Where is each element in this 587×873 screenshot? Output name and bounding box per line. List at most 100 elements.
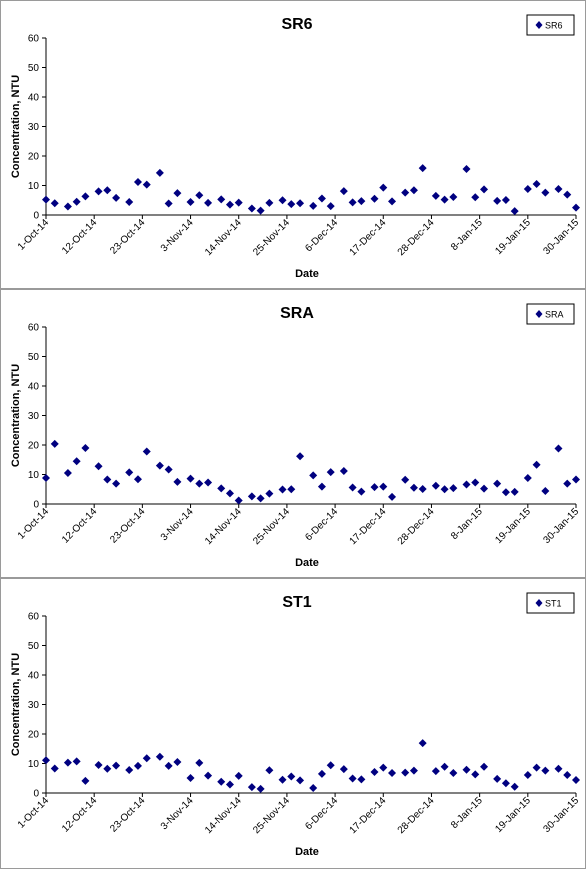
data-point <box>493 479 502 488</box>
data-point <box>541 766 550 775</box>
data-point <box>501 195 510 204</box>
x-tick-label: 30-Jan-15 <box>542 795 582 835</box>
data-point <box>265 198 274 207</box>
data-point <box>309 471 318 480</box>
data-point <box>50 439 59 448</box>
x-tick-label: 25-Nov-14 <box>251 506 292 547</box>
y-tick-label: 40 <box>28 671 40 682</box>
chart-sra: SRA 0 10 20 30 40 50 60 Concentration, NTU 1-Oct-… <box>10 303 582 569</box>
data-point <box>72 197 81 206</box>
y-tick-label: 10 <box>28 181 40 192</box>
data-point <box>326 468 335 477</box>
data-point <box>265 489 274 498</box>
data-point <box>63 758 72 767</box>
y-tick-label: 0 <box>33 211 39 222</box>
x-tick-label: 8-Jan-15 <box>449 506 485 542</box>
data-point <box>572 776 580 785</box>
data-point <box>186 773 195 782</box>
data-point <box>480 484 489 493</box>
data-point <box>42 195 50 204</box>
data-point <box>133 475 142 484</box>
data-point <box>357 775 366 784</box>
data-point <box>50 764 59 773</box>
chart-panel-sr6: SR6 0 10 20 30 40 50 60 Concentration, NTU 1-Oct-… <box>0 0 586 289</box>
x-tick-label: 25-Nov-14 <box>251 795 292 836</box>
data-point <box>247 204 256 213</box>
data-point <box>204 478 213 487</box>
data-point <box>357 197 366 206</box>
data-point <box>278 775 287 784</box>
data-point <box>388 197 397 206</box>
data-point <box>510 207 519 216</box>
data-point <box>63 202 72 211</box>
y-tick-label: 50 <box>28 352 40 363</box>
data-point <box>431 481 440 490</box>
x-tick-label: 23-Oct-14 <box>108 795 148 835</box>
data-point <box>357 487 366 496</box>
data-point <box>418 484 427 493</box>
data-point <box>155 168 164 177</box>
data-point <box>112 193 121 202</box>
data-point <box>462 765 471 774</box>
data-point <box>348 198 357 207</box>
data-point <box>217 777 226 786</box>
x-tick-label: 28-Dec-14 <box>396 217 437 258</box>
chart-sr6: SR6 0 10 20 30 40 50 60 Concentration, NTU 1-Oct-… <box>10 14 581 280</box>
x-tick-label: 14-Nov-14 <box>203 506 244 547</box>
data-point <box>326 202 335 211</box>
data-point <box>234 771 243 780</box>
x-tick-label: 3-Nov-14 <box>159 217 196 254</box>
chart-title: ST1 <box>282 594 311 611</box>
data-point <box>256 784 265 793</box>
x-tick-label: 3-Nov-14 <box>159 506 196 543</box>
data-point <box>471 193 480 202</box>
x-tick-label: 28-Dec-14 <box>396 795 437 836</box>
x-tick-label: 17-Dec-14 <box>348 506 389 547</box>
data-point <box>94 760 103 769</box>
data-point <box>186 474 195 483</box>
data-point <box>155 752 164 761</box>
data-point <box>563 190 572 199</box>
data-point <box>164 199 173 208</box>
x-tick-label: 6-Dec-14 <box>303 795 340 832</box>
x-tick-label: 30-Jan-15 <box>542 506 582 546</box>
x-axis-label: Date <box>295 846 319 858</box>
data-point <box>42 474 50 483</box>
x-tick-label: 23-Oct-14 <box>108 506 148 546</box>
data-point <box>225 200 234 209</box>
data-point <box>471 478 480 487</box>
data-point <box>125 198 134 207</box>
data-point <box>309 783 318 792</box>
data-point <box>510 487 519 496</box>
data-point <box>94 462 103 471</box>
data-point <box>541 188 550 197</box>
data-point <box>217 484 226 493</box>
data-point <box>449 193 458 202</box>
data-point <box>379 482 388 491</box>
x-tick-label: 14-Nov-14 <box>203 795 244 836</box>
data-point <box>449 768 458 777</box>
data-point <box>247 783 256 792</box>
data-point <box>462 164 471 173</box>
data-point <box>462 480 471 489</box>
y-tick-label: 60 <box>28 34 40 45</box>
data-point <box>195 479 204 488</box>
y-tick-label: 20 <box>28 152 40 163</box>
y-tick-label: 30 <box>28 700 40 711</box>
data-point <box>112 479 121 488</box>
data-point <box>225 489 234 498</box>
legend-box <box>526 303 575 325</box>
x-tick-label: 1-Oct-14 <box>16 506 52 542</box>
data-point <box>532 763 541 772</box>
data-point <box>103 764 112 773</box>
data-point <box>296 199 305 208</box>
y-axis-label: Concentration, NTU <box>10 75 22 178</box>
data-point <box>234 198 243 207</box>
x-tick-label: 17-Dec-14 <box>348 217 389 258</box>
data-point <box>388 492 397 501</box>
data-point <box>94 187 103 196</box>
x-tick-label: 23-Oct-14 <box>108 217 148 257</box>
legend-box <box>526 592 575 614</box>
data-point <box>440 195 449 204</box>
